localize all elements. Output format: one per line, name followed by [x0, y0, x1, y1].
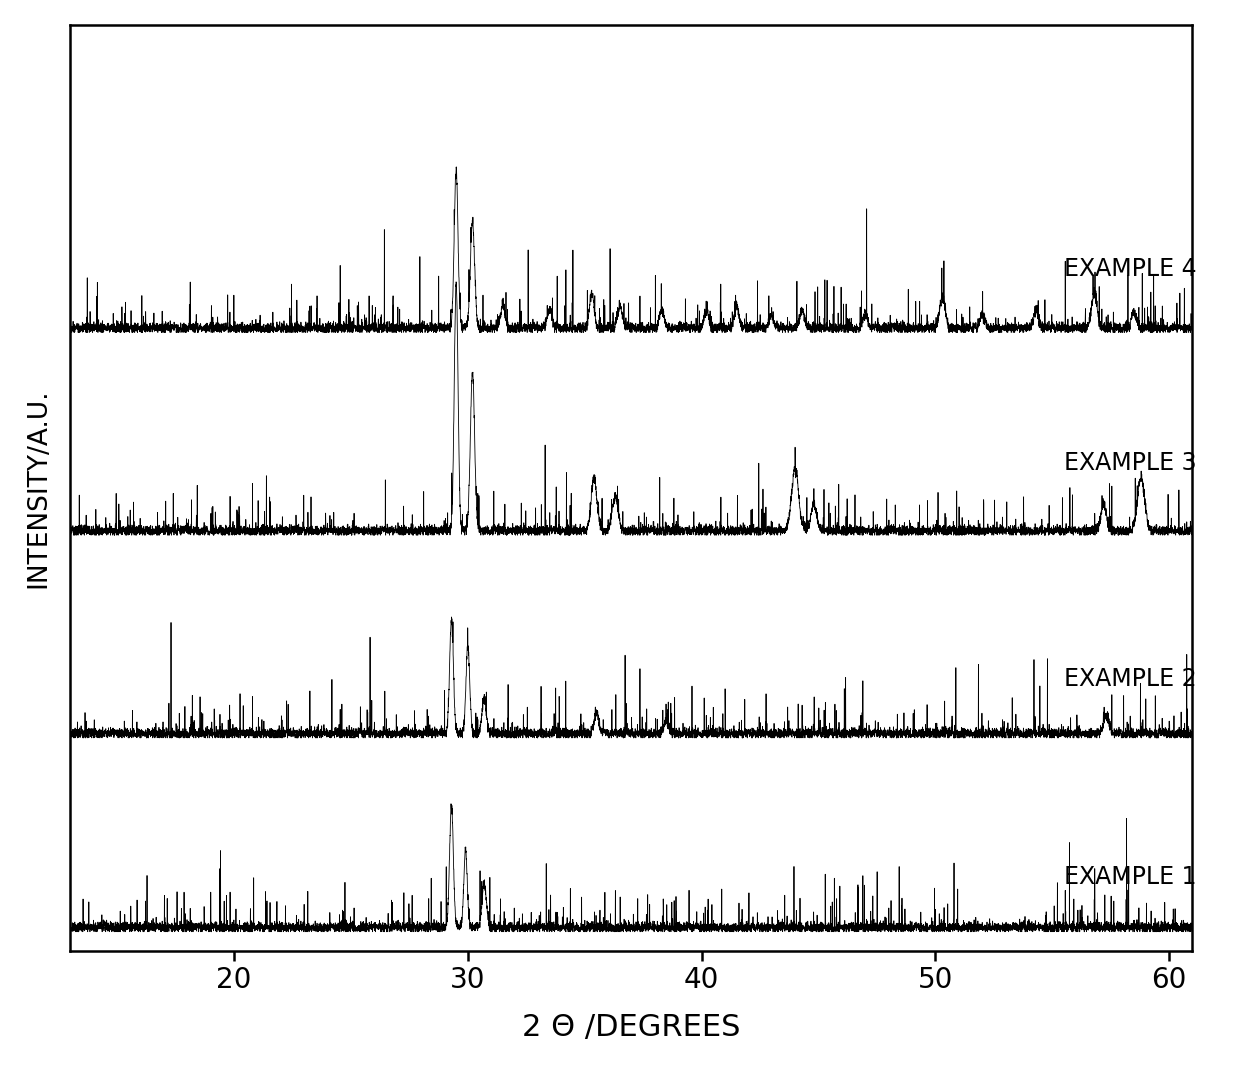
X-axis label: 2 Θ /DEGREES: 2 Θ /DEGREES [522, 1013, 740, 1042]
Text: EXAMPLE 2: EXAMPLE 2 [1064, 667, 1197, 690]
Text: EXAMPLE 3: EXAMPLE 3 [1064, 450, 1197, 475]
Y-axis label: INTENSITY/A.U.: INTENSITY/A.U. [25, 388, 51, 588]
Text: EXAMPLE 4: EXAMPLE 4 [1064, 257, 1197, 281]
Text: EXAMPLE 1: EXAMPLE 1 [1064, 865, 1197, 889]
